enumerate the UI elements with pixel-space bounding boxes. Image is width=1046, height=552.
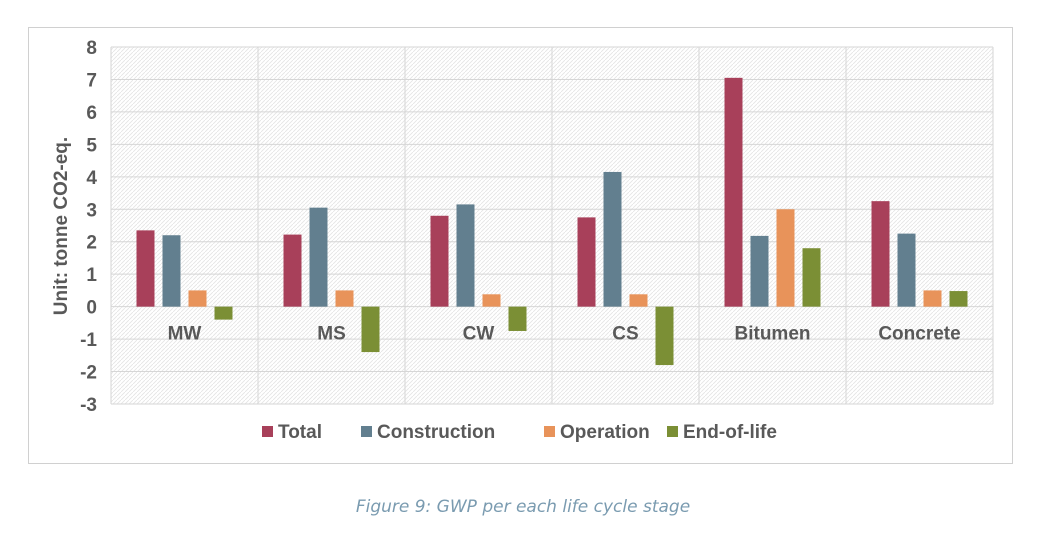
y-tick-label: 2 — [86, 233, 97, 254]
bar-total-ms — [283, 234, 302, 307]
y-tick-label: -3 — [80, 395, 97, 416]
bar-construction-ms — [309, 207, 328, 307]
legend-label: Operation — [560, 422, 650, 443]
legend-swatch — [361, 426, 372, 437]
legend-swatch — [667, 426, 678, 437]
bar-end-of-life-cw — [508, 306, 527, 331]
category-label: MW — [168, 324, 202, 345]
bar-construction-concrete — [897, 233, 916, 307]
y-tick-label: -1 — [80, 330, 97, 351]
bar-construction-cs — [603, 171, 622, 307]
bar-operation-concrete — [923, 290, 942, 307]
bar-operation-cs — [629, 294, 648, 307]
chart-frame: 8 7 6 5 4 3 2 1 0 -1 -2 -3 MW MS CW CS Bitumen Concrete U… — [28, 27, 1013, 464]
bar-operation-ms — [335, 290, 354, 307]
y-tick-label: 1 — [86, 265, 97, 286]
legend-label: Construction — [377, 422, 495, 443]
category-label: Concrete — [878, 324, 960, 345]
bar-operation-mw — [188, 290, 207, 307]
bar-end-of-life-concrete — [949, 291, 968, 307]
bar-end-of-life-cs — [655, 306, 674, 366]
y-tick-label: 7 — [86, 70, 97, 91]
bar-operation-cw — [482, 294, 501, 307]
bar-operation-bitumen — [776, 209, 795, 307]
y-axis-title: Unit: tonne CO2-eq. — [51, 137, 72, 315]
bar-total-bitumen — [724, 77, 743, 307]
gwp-bar-chart: 8 7 6 5 4 3 2 1 0 -1 -2 -3 MW MS CW CS Bitumen Concrete U… — [51, 38, 994, 443]
legend-label: Total — [278, 422, 322, 443]
category-label: CS — [612, 324, 638, 345]
bar-total-concrete — [871, 201, 890, 307]
y-tick-label: 5 — [86, 135, 97, 156]
y-tick-label: 4 — [86, 168, 97, 189]
bar-total-cs — [577, 217, 596, 307]
bar-end-of-life-mw — [214, 306, 233, 320]
y-tick-label: 3 — [86, 200, 97, 221]
bar-construction-cw — [456, 204, 475, 307]
bar-construction-mw — [162, 235, 181, 307]
legend-label: End-of-life — [683, 422, 777, 443]
y-tick-label: 0 — [86, 298, 97, 319]
y-tick-label: 8 — [86, 38, 97, 59]
bar-total-cw — [430, 215, 449, 307]
category-label: Bitumen — [735, 324, 811, 345]
figure-caption: Figure 9: GWP per each life cycle stage — [355, 497, 691, 517]
bar-end-of-life-bitumen — [802, 248, 821, 307]
legend-swatch — [262, 426, 273, 437]
y-tick-label: 6 — [86, 103, 97, 124]
bar-total-mw — [136, 230, 155, 307]
bar-construction-bitumen — [750, 235, 769, 307]
y-tick-label: -2 — [80, 363, 97, 384]
bar-end-of-life-ms — [361, 306, 380, 353]
category-label: CW — [463, 324, 495, 345]
category-label: MS — [317, 324, 346, 345]
legend-swatch — [544, 426, 555, 437]
